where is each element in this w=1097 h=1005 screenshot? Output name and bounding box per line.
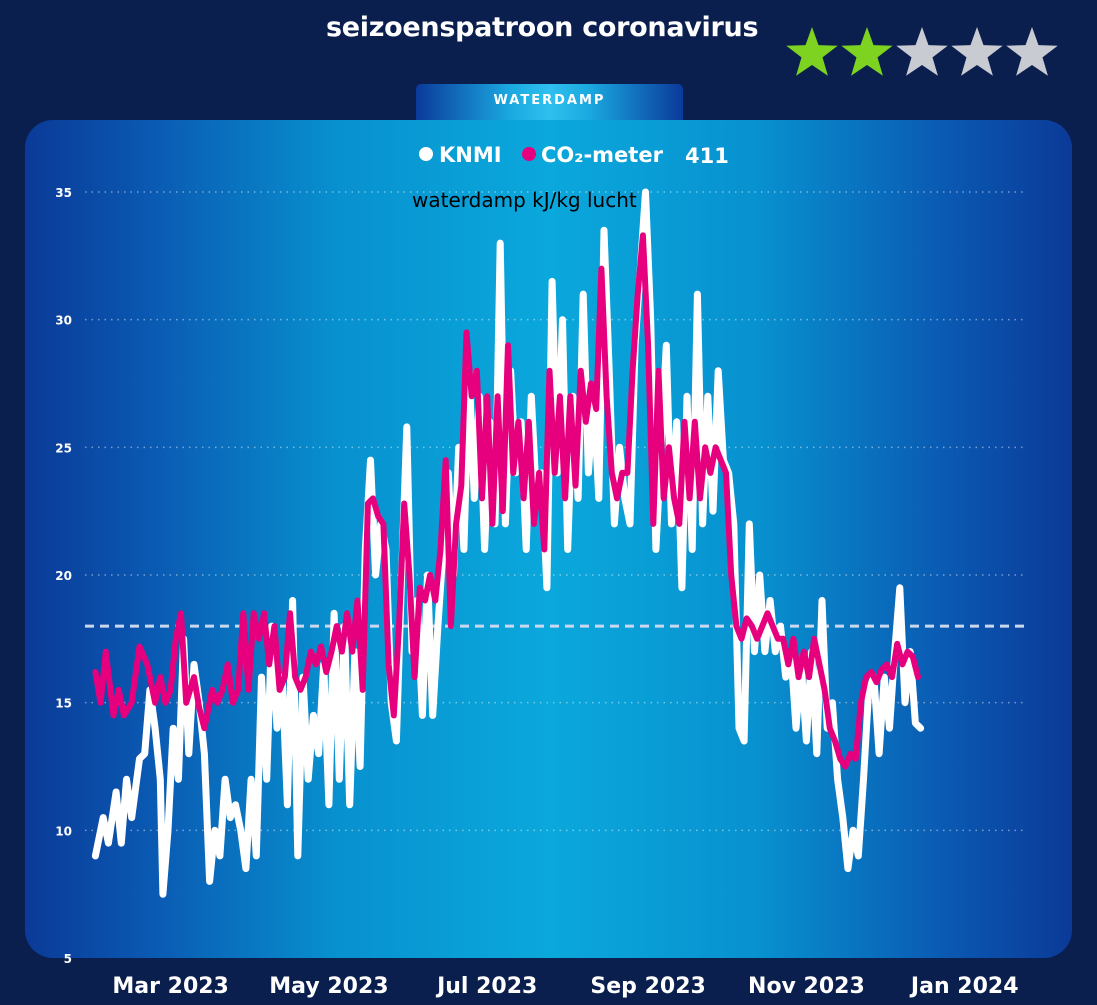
star-filled-icon [786,27,838,76]
y-axis-label: waterdamp kJ/kg lucht [412,188,637,212]
gridlines [85,191,1027,832]
y-tick-label: 30 [55,314,72,328]
x-tick-label: Nov 2023 [748,974,865,999]
x-tick-label: Mar 2023 [112,974,228,999]
y-axis: 5 10 15 20 25 30 35 [55,186,72,966]
rating-stars [786,27,1058,76]
y-tick-label: 10 [55,824,72,838]
y-tick-label: 25 [55,441,72,455]
y-tick-label: 5 [64,952,72,966]
legend-marker-co2-meter [522,147,536,161]
y-tick-label: 15 [55,697,72,711]
x-tick-label: Sep 2023 [590,974,705,999]
x-tick-label: Jan 2024 [909,974,1019,999]
legend-label-knmi: KNMI [439,143,502,167]
star-filled-icon [841,27,893,76]
star-empty-icon [1006,27,1058,76]
legend-label-co2-meter: CO₂-meter [541,143,664,167]
legend: KNMI CO₂-meter 411 [419,143,729,168]
x-tick-label: May 2023 [269,974,388,999]
page-title: seizoenspatroon coronavirus [326,12,759,43]
series-line-knmi [91,188,925,898]
y-tick-label: 35 [55,186,72,200]
legend-value: 411 [685,144,729,168]
tab-waterdamp[interactable]: WATERDAMP [416,84,683,121]
legend-marker-knmi [419,147,433,161]
star-empty-icon [951,27,1003,76]
star-empty-icon [896,27,948,76]
series-line-co2-meter [92,232,921,770]
x-axis: Mar 2023 May 2023 Jul 2023 Sep 2023 Nov 2023… [112,974,1018,999]
x-tick-label: Jul 2023 [435,974,537,999]
y-tick-label: 20 [55,569,72,583]
